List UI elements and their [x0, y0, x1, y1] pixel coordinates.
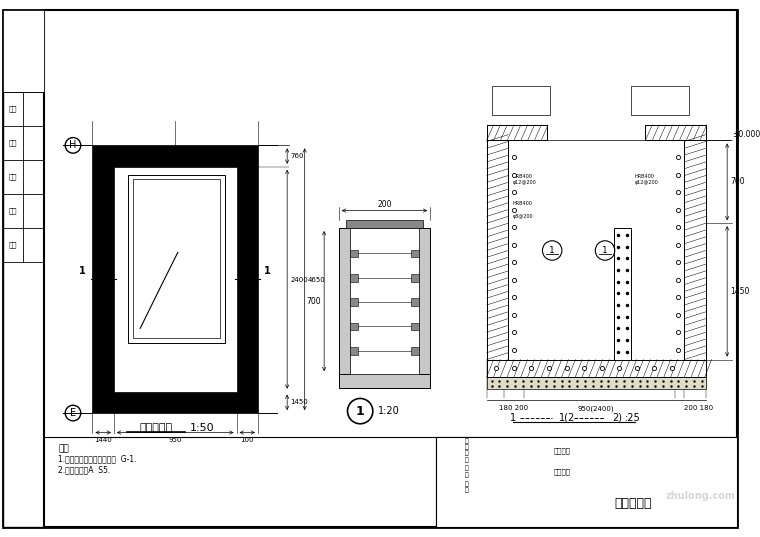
Bar	[614, 228, 632, 359]
Text: 审
核: 审 核	[464, 451, 468, 463]
Text: 处理: 处理	[8, 106, 17, 112]
Text: 950(2400): 950(2400)	[578, 405, 614, 412]
Bar	[486, 359, 706, 377]
Text: 200: 200	[377, 200, 391, 209]
Text: 100: 100	[240, 438, 254, 444]
Bar	[350, 250, 358, 257]
Text: 1: 1	[356, 404, 365, 418]
Bar	[3, 10, 44, 527]
Text: ±0.000: ±0.000	[119, 341, 147, 350]
Bar	[419, 228, 430, 374]
Text: 图纸名称: 图纸名称	[553, 468, 570, 475]
Text: 制
图: 制 图	[464, 481, 468, 493]
Bar	[645, 125, 706, 141]
Text: HRB400
φ12@200: HRB400 φ12@200	[513, 174, 537, 185]
Text: 700: 700	[730, 177, 745, 186]
Text: 2: 2	[182, 347, 188, 357]
Text: 1: 1	[602, 246, 608, 255]
Bar	[350, 298, 358, 306]
Text: 详图: 详图	[656, 98, 663, 104]
Text: 1450: 1450	[730, 287, 749, 296]
Bar	[411, 323, 419, 330]
Text: 1: 1	[264, 266, 271, 277]
Text: 2400: 2400	[290, 277, 308, 282]
Bar	[350, 323, 358, 330]
Bar	[486, 125, 547, 141]
Text: 760: 760	[290, 153, 303, 159]
Text: 规格: 规格	[8, 173, 17, 180]
Text: 2): 2)	[613, 413, 622, 423]
Bar	[128, 175, 225, 343]
Text: 集水井大样: 集水井大样	[614, 497, 651, 510]
Bar	[684, 141, 706, 359]
Text: HRB400: HRB400	[513, 201, 533, 206]
Text: HRB400
φ12@200: HRB400 φ12@200	[635, 174, 658, 185]
Bar	[411, 274, 419, 281]
Text: ±0.000: ±0.000	[732, 129, 760, 139]
Text: φ8@200: φ8@200	[513, 214, 534, 219]
Text: 1450: 1450	[290, 400, 308, 405]
Text: 1:50: 1:50	[190, 423, 214, 433]
Bar	[350, 228, 419, 374]
Bar	[684, 141, 706, 359]
Text: 比例: 比例	[8, 242, 17, 249]
Text: 1: 1	[549, 246, 555, 255]
Text: 180 200: 180 200	[499, 405, 528, 411]
Text: 详图: 详图	[517, 98, 524, 104]
Text: 4650: 4650	[308, 277, 325, 282]
Text: E: E	[70, 408, 76, 418]
Bar	[3, 10, 44, 92]
Text: 1: 1	[510, 413, 516, 423]
Bar	[346, 220, 423, 228]
Text: 2.其他详图见A  S5.: 2.其他详图见A S5.	[59, 465, 111, 474]
Text: 说明: 说明	[59, 445, 69, 454]
Bar	[114, 167, 236, 391]
Text: 950: 950	[169, 438, 182, 444]
Bar	[350, 347, 358, 354]
Text: 校
对: 校 对	[464, 438, 468, 450]
Text: zhulong.com: zhulong.com	[666, 491, 736, 501]
Bar	[645, 125, 706, 141]
Bar	[133, 179, 220, 338]
Bar	[339, 374, 430, 388]
Bar	[492, 86, 550, 115]
Text: 数量: 数量	[8, 208, 17, 214]
Bar	[486, 125, 547, 141]
Bar	[411, 250, 419, 257]
Bar	[486, 377, 706, 389]
Bar	[93, 146, 258, 413]
Text: 1:20: 1:20	[378, 406, 400, 416]
Bar	[486, 359, 706, 377]
Text: 1(2: 1(2	[559, 413, 575, 423]
Bar	[486, 141, 508, 359]
Text: 2: 2	[182, 161, 188, 171]
Bar	[350, 274, 358, 281]
Text: 200 180: 200 180	[684, 405, 714, 411]
Text: 泵坑: 泵坑	[172, 376, 180, 383]
Text: H: H	[69, 140, 77, 150]
Bar	[631, 86, 689, 115]
Bar	[486, 141, 508, 359]
Bar	[411, 347, 419, 354]
Bar	[339, 228, 350, 374]
Bar	[411, 298, 419, 306]
Text: 1.混凝土强度等级详见图纸  G-1.: 1.混凝土强度等级详见图纸 G-1.	[59, 454, 137, 463]
Text: 1440: 1440	[94, 438, 112, 444]
Text: 1: 1	[79, 266, 86, 277]
Text: 700: 700	[306, 296, 321, 306]
Bar	[508, 141, 684, 359]
Bar	[436, 438, 737, 527]
Text: 设
计: 设 计	[464, 466, 468, 477]
Text: 工程名称: 工程名称	[553, 448, 570, 454]
Text: 工艺: 工艺	[8, 140, 17, 146]
Text: :25: :25	[625, 413, 641, 423]
Text: 集水井平面: 集水井平面	[139, 423, 173, 433]
